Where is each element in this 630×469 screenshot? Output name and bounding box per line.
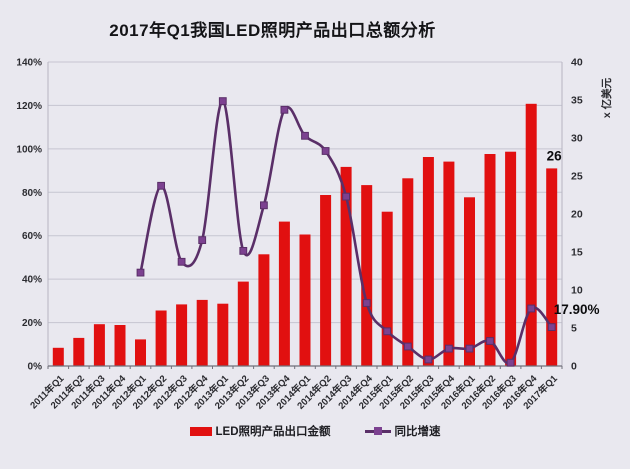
svg-text:25: 25: [571, 171, 583, 183]
line-marker: [424, 355, 433, 364]
line-marker: [198, 236, 207, 244]
bar: [546, 168, 558, 366]
svg-text:40: 40: [571, 57, 583, 69]
left-axis-labels: 0% 20% 40% 60% 80% 100% 120% 140%: [16, 58, 42, 373]
bar: [299, 234, 311, 366]
bar: [381, 211, 393, 366]
svg-text:5: 5: [571, 323, 577, 335]
bar: [93, 324, 105, 366]
legend-line-label: 同比增速: [394, 426, 441, 438]
svg-text:60%: 60%: [22, 231, 42, 242]
svg-text:20%: 20%: [22, 318, 42, 329]
growth-line: [139, 99, 553, 365]
bar: [525, 103, 537, 367]
bar: [114, 325, 126, 366]
line-marker: [218, 97, 227, 105]
line-marker: [465, 344, 474, 353]
bar: [320, 195, 332, 366]
line-marker: [280, 105, 289, 114]
legend-line-marker-icon: [373, 426, 382, 435]
svg-text:140%: 140%: [16, 58, 42, 69]
chart-legend: LED照明产品出口金额 同比增速: [0, 423, 630, 439]
bar: [443, 161, 455, 366]
line-marker: [157, 181, 165, 190]
line-marker: [177, 257, 186, 266]
bar: [402, 178, 414, 366]
line-marker: [136, 268, 145, 277]
annotations: 26 17.90%: [547, 148, 600, 317]
svg-text:20: 20: [571, 209, 583, 221]
bar: [422, 157, 434, 366]
bar: [73, 337, 85, 366]
svg-text:80%: 80%: [22, 188, 42, 199]
bar-value-label: 26: [547, 148, 563, 163]
svg-text:100%: 100%: [16, 144, 42, 155]
x-axis-ticks: [47, 366, 563, 369]
svg-text:35: 35: [571, 95, 583, 107]
svg-text:0%: 0%: [28, 362, 43, 373]
bar: [340, 166, 352, 366]
bar: [135, 339, 146, 366]
bar: [258, 254, 270, 366]
svg-text:120%: 120%: [16, 101, 42, 112]
svg-text:15: 15: [571, 247, 583, 259]
line-marker: [260, 201, 268, 210]
bar: [237, 281, 249, 366]
right-axis-title: x 亿美元: [600, 77, 613, 118]
bar: [176, 304, 188, 366]
line-value-label: 17.90%: [554, 302, 600, 317]
bar-series: [52, 103, 558, 367]
bar: [361, 185, 373, 366]
line-marker: [301, 131, 309, 140]
bar: [278, 221, 290, 366]
bar: [464, 197, 475, 366]
legend-bar-label: LED照明产品出口金额: [215, 426, 331, 438]
line-marker: [547, 323, 556, 332]
line-marker: [321, 147, 330, 155]
chart-title: 2017年Q1我国LED照明产品出口总额分析: [109, 21, 436, 40]
legend-bar-swatch: [189, 426, 212, 436]
line-marker: [403, 342, 412, 351]
line-marker: [506, 358, 515, 367]
bar: [52, 347, 64, 366]
svg-text:40%: 40%: [22, 275, 42, 286]
line-marker: [486, 337, 494, 345]
bar: [505, 151, 517, 366]
line-marker: [239, 247, 248, 255]
svg-text:0: 0: [571, 361, 577, 373]
line-marker: [362, 299, 371, 307]
line-marker: [445, 344, 453, 353]
line-marker: [383, 327, 392, 336]
bar: [217, 303, 229, 366]
bar: [155, 310, 167, 366]
line-marker: [342, 192, 351, 201]
chart-canvas: 0% 20% 40% 60% 80% 100% 120% 140% 0 5 10 15 20 25 30 35…: [16, 57, 613, 412]
svg-text:10: 10: [571, 285, 583, 297]
bar: [196, 299, 208, 366]
legend-line-swatch: [364, 426, 391, 435]
line-marker: [527, 304, 536, 313]
svg-text:30: 30: [571, 133, 583, 145]
x-axis-labels: 2011年Q12011年Q22011年Q32011年Q42012年Q12012年…: [28, 372, 561, 412]
bar: [484, 154, 496, 366]
growth-line-markers: [136, 97, 556, 367]
right-axis-labels: 0 5 10 15 20 25 30 35 40: [571, 57, 583, 373]
